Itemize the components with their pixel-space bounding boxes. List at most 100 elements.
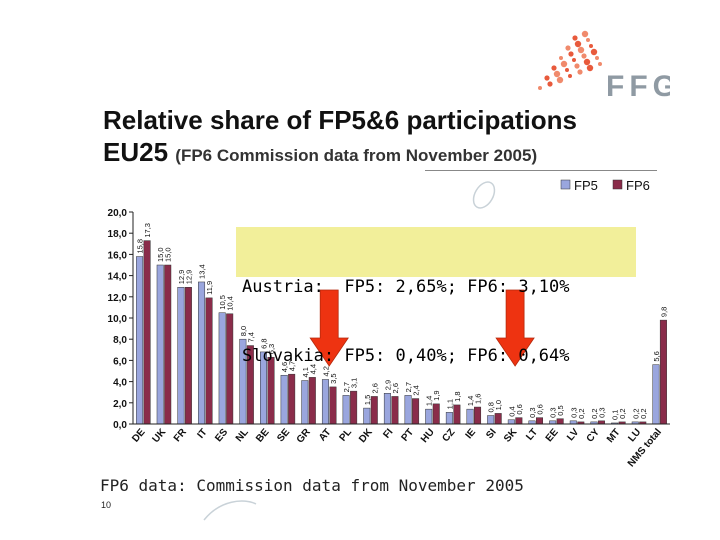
data-label-fp6: 17,3 (143, 223, 152, 238)
bar-fp5-sk (507, 419, 515, 425)
data-label-fp6: 4,4 (308, 364, 317, 374)
bar-fp6-at (329, 386, 337, 425)
logo-dot (565, 68, 569, 72)
data-label-fp6: 11,9 (205, 281, 214, 295)
data-label-fp6: 2,4 (412, 385, 421, 395)
x-tick-label: SK (502, 426, 520, 444)
x-tick-label: GR (295, 426, 314, 445)
data-label-fp5: 1,4 (466, 396, 475, 406)
bar-fp5-hu (425, 408, 433, 425)
bar-fp5-ie (466, 408, 474, 425)
data-label-fp5: 13,4 (198, 264, 207, 279)
x-tick-label: DE (130, 427, 148, 445)
bar-fp6-cz (453, 404, 461, 425)
arrow-at-icon (309, 289, 349, 367)
data-label-fp5: 0,3 (549, 407, 558, 417)
data-label-fp6: 7,4 (246, 332, 255, 342)
data-label-fp5: 0,4 (507, 406, 516, 416)
logo-dot (572, 58, 576, 62)
footer-note: FP6 data: Commission data from November … (100, 476, 524, 495)
chart-legend: FP5 FP6 (560, 178, 650, 193)
x-tick-label: LV (565, 427, 581, 444)
swirl-decoration-icon (472, 181, 496, 209)
data-label-fp6: 0,6 (515, 404, 524, 414)
y-tick-label: 4,0 (113, 378, 127, 389)
bar-fp5-pt (404, 395, 412, 425)
x-tick-label: AT (317, 427, 334, 444)
data-label-fp5: 0,1 (611, 410, 620, 420)
ffg-dots-logo-icon (538, 30, 602, 90)
bar-fp6-fi (391, 396, 399, 425)
bar-fp5-si (487, 415, 495, 425)
x-tick-label: LU (626, 427, 643, 444)
bar-fp5-pl (342, 395, 350, 425)
data-label-fp6: 0,2 (639, 408, 648, 418)
logo-dot (590, 48, 598, 56)
data-label-fp5: 0,2 (631, 408, 640, 418)
y-tick-label: 12,0 (108, 293, 128, 304)
bar-fp6-si (494, 413, 502, 425)
callout-arrows (309, 289, 535, 367)
bar-fp6-pt (412, 398, 420, 425)
x-tick-label: HU (419, 427, 437, 445)
bar-fp5-it (198, 281, 206, 425)
title-eu25: EU25 (103, 137, 169, 167)
logo-dot (556, 76, 564, 84)
logo-dot (568, 51, 574, 57)
ffg-logo: FFG (538, 30, 670, 103)
logo-dot (565, 45, 571, 51)
x-tick-label: FR (172, 426, 189, 444)
annotation-box: Austria: FP5: 2,65%; FP6: 3,10% Slovakia… (236, 227, 636, 366)
legend-swatch-fp6 (612, 179, 623, 190)
bar-fp6-dk (370, 396, 378, 425)
logo-dot (547, 81, 553, 87)
logo-dot (572, 35, 578, 41)
data-label-fp6: 1,0 (494, 400, 503, 410)
bar-fp6-pl (350, 390, 358, 425)
data-label-fp6: 6,3 (267, 344, 276, 354)
x-axis: DE UK FR IT ES NL BE SE GR AT PL DK FI PT HU CZ IE SI SK LT… (130, 423, 670, 469)
data-label-fp6: 1,8 (453, 391, 462, 401)
bar-fp5-fi (383, 393, 391, 425)
logo-dot (551, 65, 557, 71)
logo-dot (598, 62, 602, 66)
logo-dot (568, 74, 572, 78)
data-label-fp5: 1,1 (445, 399, 454, 409)
bar-fp6-uk (164, 264, 172, 425)
y-tick-label: 20,0 (108, 208, 128, 219)
title-divider (425, 170, 657, 171)
y-tick-label: 10,0 (108, 314, 128, 325)
data-label-fp5: 2,7 (342, 382, 351, 392)
bar-fp6-nms-total (659, 319, 667, 425)
x-tick-label: CY (585, 427, 603, 445)
slide-title: Relative share of FP5&6 participations E… (103, 104, 577, 172)
data-label-fp5: 8,0 (239, 326, 248, 336)
x-tick-label: BE (254, 427, 272, 445)
bar-fp6-it (205, 297, 213, 425)
chart-bars: 15,817,3 15,015,0 12,912,9 13,4 11,9 10,510,4… (136, 223, 668, 425)
bar-fp5-de (136, 256, 144, 425)
x-tick-label: LT (524, 427, 540, 443)
logo-dot (544, 75, 550, 81)
logo-dot (574, 40, 582, 48)
bar-fp5-cz (445, 412, 453, 425)
data-label-fp6: 15,0 (164, 247, 173, 262)
data-label-fp6: 0,2 (618, 408, 627, 418)
logo-dot (560, 60, 568, 68)
data-label-fp5: 5,6 (652, 351, 661, 361)
bar-fp5-fr (177, 287, 185, 425)
title-line-2: EU25 (FP6 Commission data from November … (103, 136, 577, 172)
data-label-fp5: 0,3 (528, 407, 537, 417)
data-label-fp6: 3,5 (329, 373, 338, 383)
annotation-slovakia: Slovakia: FP5: 0,40%; FP6: 0,64% (242, 346, 570, 366)
data-label-fp6: 12,9 (184, 270, 193, 285)
y-axis: 0,0 2,0 4,0 6,0 8,0 10,0 12,0 14,0 16,0 18,0 20,0 (108, 208, 134, 431)
x-tick-label: FI (381, 427, 395, 441)
logo-dot (595, 56, 599, 60)
y-tick-label: 8,0 (113, 335, 127, 346)
data-label-fp6: 2,6 (370, 383, 379, 393)
x-tick-label: CZ (440, 427, 457, 444)
x-tick-label: IT (195, 427, 209, 441)
data-label-fp5: 6,8 (260, 338, 269, 348)
bar-fp6-ee (556, 418, 564, 425)
